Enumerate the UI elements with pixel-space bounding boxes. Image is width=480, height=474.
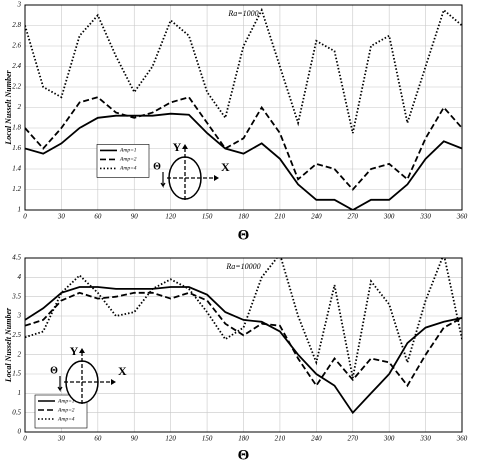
y-tick-label: 1.2 [12, 185, 21, 193]
diagram-arrow [79, 348, 116, 385]
y-tick-label: 2 [18, 350, 22, 358]
x-tick-label: 0 [23, 213, 27, 221]
x-tick-label: 300 [383, 435, 395, 443]
x-tick-label: 210 [275, 435, 286, 443]
x-tick-label: 330 [419, 435, 431, 443]
y-tick-label: 1 [18, 206, 22, 214]
y-axis-label: Local Nusselt Number [4, 307, 13, 383]
diagram-label: Y [173, 140, 182, 154]
y-tick-label: 4 [18, 273, 22, 281]
y-tick-label: 2.2 [12, 83, 21, 91]
x-axis-label: Θ [238, 447, 250, 463]
legend-label: Amp=4 [119, 165, 137, 172]
x-tick-label: 150 [202, 435, 213, 443]
x-tick-label: 300 [383, 213, 395, 221]
y-tick-label: 3.5 [11, 292, 21, 300]
x-tick-label: 90 [131, 213, 139, 221]
legend-label: Amp=2 [57, 407, 75, 413]
diagram-label: X [221, 160, 230, 174]
y-tick-label: 3 [17, 312, 22, 320]
diagram-label: Θ [153, 161, 161, 172]
plot-frame [24, 4, 463, 211]
x-tick-label: 90 [131, 435, 139, 443]
x-tick-label: 180 [238, 435, 249, 443]
x-tick-label: 180 [238, 213, 249, 221]
x-tick-label: 270 [348, 435, 359, 443]
x-tick-label: 210 [275, 213, 286, 221]
y-tick-label: 2.6 [12, 42, 21, 50]
x-tick-label: 120 [165, 435, 176, 443]
y-tick-label: 1.8 [12, 124, 21, 132]
legend-label: Amp=4 [57, 415, 75, 422]
y-tick-label: 3 [17, 1, 22, 9]
legend-label: Amp=1 [57, 398, 75, 404]
data-line [25, 7, 462, 134]
diagram-label: Y [70, 344, 79, 358]
y-tick-label: 0.5 [12, 408, 21, 416]
x-tick-label: 30 [57, 435, 66, 443]
y-tick-label: 1.5 [12, 370, 21, 378]
legend-label: Amp=2 [119, 157, 137, 163]
chart-title: Ra=10000 [225, 262, 260, 271]
y-tick-label: 2.8 [12, 21, 21, 29]
chart-title: Ra=1000 [227, 9, 258, 18]
data-line [25, 258, 462, 379]
y-tick-label: 2 [18, 103, 22, 111]
y-tick-label: 1 [18, 389, 22, 397]
x-tick-label: 270 [348, 213, 359, 221]
y-axis-label: Local Nusselt Number [4, 70, 13, 146]
y-tick-label: 2.5 [12, 331, 21, 339]
y-tick-label: 1.6 [12, 144, 21, 152]
data-line [25, 291, 462, 388]
x-tick-label: 0 [23, 435, 27, 443]
legend-label: Amp=1 [119, 148, 137, 154]
diagram-arc [160, 172, 166, 188]
y-tick-label: 4.5 [12, 254, 21, 262]
x-tick-label: 240 [311, 435, 322, 443]
data-line [25, 112, 462, 210]
x-axis-label: Θ [238, 227, 250, 243]
x-tick-label: 60 [94, 213, 102, 221]
diagram-arrow [182, 144, 219, 181]
data-line [25, 286, 462, 415]
diagram-arc [57, 376, 63, 392]
plot-frame [24, 257, 463, 433]
x-tick-label: 120 [165, 213, 176, 221]
y-tick-label: 1.4 [12, 165, 21, 173]
y-tick-label: 2.4 [12, 62, 21, 70]
x-tick-label: 360 [456, 435, 468, 443]
x-tick-label: 330 [419, 213, 431, 221]
diagram-label: X [118, 364, 127, 378]
x-tick-label: 60 [94, 435, 102, 443]
y-tick-label: 0 [18, 428, 22, 436]
x-tick-label: 30 [57, 213, 66, 221]
data-line [25, 96, 462, 191]
x-tick-label: 150 [202, 213, 213, 221]
x-tick-label: 360 [456, 213, 468, 221]
x-tick-label: 240 [311, 213, 322, 221]
diagram-label: Θ [50, 365, 58, 376]
